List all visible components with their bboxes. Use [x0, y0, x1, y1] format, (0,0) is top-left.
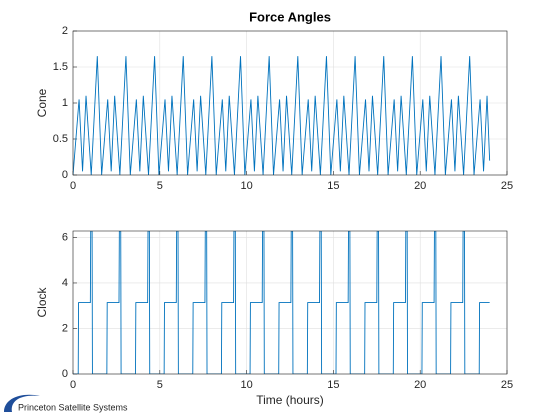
x-tick-label: 5	[157, 379, 163, 391]
y-tick-label: 0	[62, 169, 68, 181]
x-tick-label: 5	[157, 180, 163, 192]
y-tick-label: 2	[62, 322, 68, 334]
y-tick-label: 0	[62, 368, 68, 380]
y-axis-label: Clock	[35, 287, 49, 318]
logo-swoosh	[4, 394, 40, 412]
axes: 0 5 10 15 20 25 0 2 4 6 Clock Time (hours)	[35, 230, 513, 407]
chart-title: Force Angles	[249, 9, 331, 24]
y-tick-label: 2	[62, 25, 68, 37]
axes-box	[72, 230, 508, 375]
data-line	[73, 56, 491, 175]
x-tick-label: 0	[70, 379, 76, 391]
x-tick-label: 0	[70, 180, 76, 192]
x-tick-label: 10	[240, 180, 252, 192]
y-tick-label: 1.5	[53, 61, 68, 73]
axes-box	[72, 30, 508, 176]
y-tick-label: 1	[62, 97, 68, 109]
x-tick-label: 15	[327, 180, 339, 192]
y-tick-label: 4	[62, 277, 68, 289]
y-tick-label: 0.5	[53, 133, 68, 145]
x-tick-label: 20	[414, 180, 426, 192]
axes: 0 5 10 15 20 25 0 0.5 1 1.5 2 Force Angles Cone	[35, 9, 513, 191]
y-axis-label: Cone	[35, 88, 49, 117]
x-tick-label: 15	[327, 379, 339, 391]
logo-text: Princeton Satellite Systems	[18, 402, 128, 412]
y-tick-label: 6	[62, 231, 68, 243]
x-tick-label: 10	[240, 379, 252, 391]
data-line	[73, 231, 490, 374]
x-tick-label: 20	[414, 379, 426, 391]
logo: Princeton Satellite Systems	[4, 394, 128, 412]
x-axis-label: Time (hours)	[256, 393, 324, 407]
x-tick-label: 25	[501, 379, 513, 391]
x-tick-label: 25	[501, 180, 513, 192]
